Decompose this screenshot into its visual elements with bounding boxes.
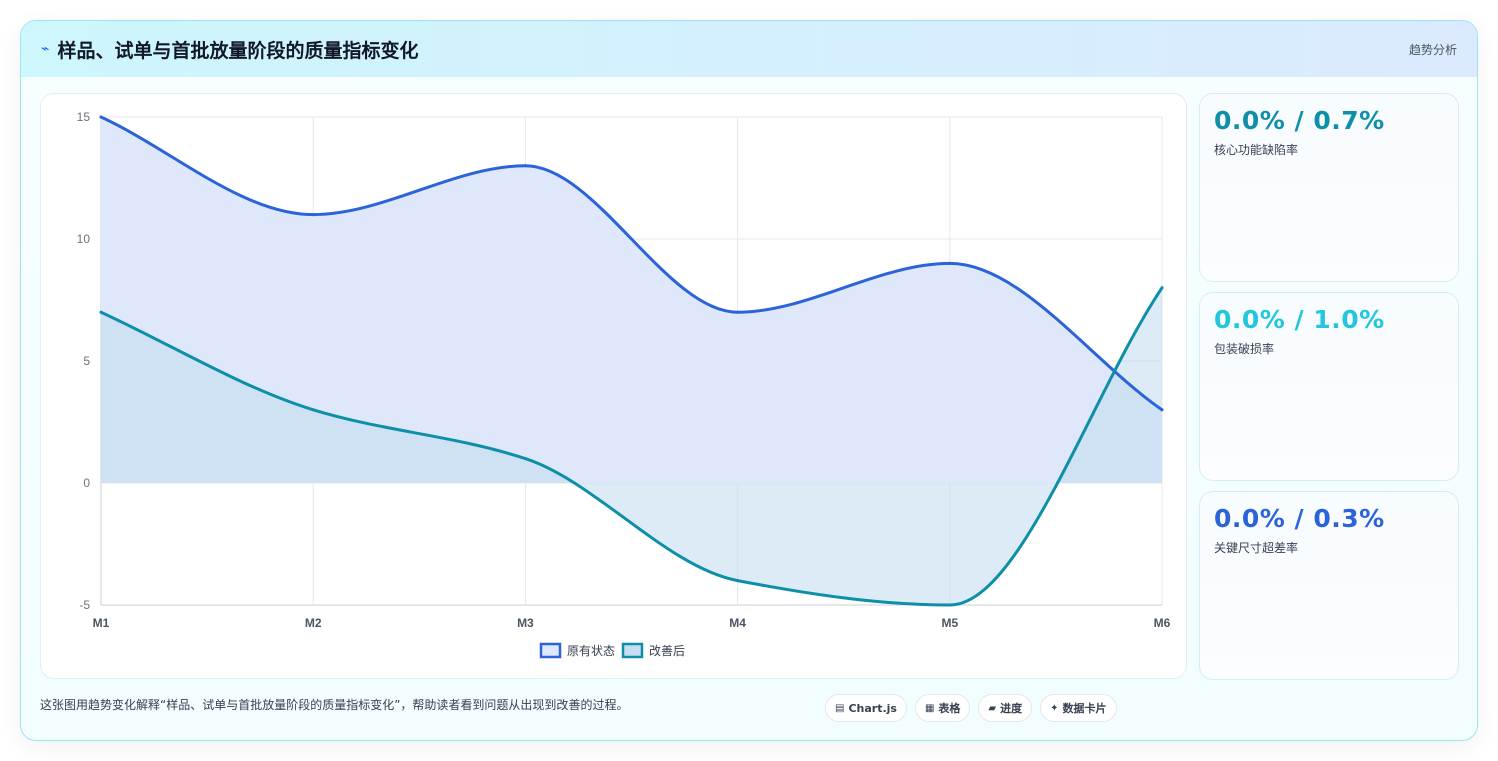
x-tick-label: M2 [305,616,322,630]
area-chart: -5 0 5 10 15 M1 M2 M3 M4 M5 M6 原有状态 改善后 [77,110,1171,659]
kpi-label: 核心功能缺陷率 [1214,143,1299,157]
table-icon: ▦ [924,702,935,714]
data-point [1160,286,1164,290]
x-tick-label: M3 [517,616,534,630]
data-point [99,115,103,119]
x-tick-label: M5 [941,616,958,630]
legend-label: 改善后 [649,643,685,658]
y-tick-label: -5 [79,598,90,612]
chip-table[interactable]: ▦ 表格 [914,694,971,722]
chart-description: 这张图用趋势变化解释“样品、试单与首批放量阶段的质量指标变化”，帮助读者看到问题… [40,698,629,712]
kpi-card-package-damage: 0.0% / 1.0% 包装破损率 [1199,292,1459,481]
data-point [1160,408,1164,412]
chip-data-card[interactable]: ✦ 数据卡片 [1040,694,1117,722]
kpi-label: 关键尺寸超差率 [1214,541,1299,555]
kpi-value: 0.0% / 0.3% [1214,504,1385,533]
kpi-value: 0.0% / 1.0% [1214,305,1385,334]
sparkle-icon: ✦ [1050,702,1059,714]
data-point [523,457,527,461]
card-title: 样品、试单与首批放量阶段的质量指标变化 [57,39,419,62]
legend-swatch [621,642,644,659]
chip-label: 数据卡片 [1062,702,1107,715]
chip-progress[interactable]: ▰ 进度 [978,694,1033,722]
chip-label: Chart.js [848,701,897,715]
legend-label: 原有状态 [567,644,615,658]
chip-chartjs[interactable]: ▤ Chart.js [825,694,907,722]
legend-swatch [539,642,562,659]
series-line-1 [99,115,1164,412]
data-point [311,213,315,217]
x-tick-label: M1 [93,616,110,630]
data-point [99,310,103,314]
chip-label: 进度 [1000,702,1023,715]
data-point [736,310,740,314]
y-tick-label: 0 [83,476,90,490]
x-tick-label: M6 [1154,616,1171,630]
y-tick-label: 10 [77,232,91,246]
kpi-value: 0.0% / 0.7% [1214,106,1385,135]
chart-panel: -5 0 5 10 15 M1 M2 M3 M4 M5 M6 原有状态 改善后 [40,93,1187,679]
chart-icon: ▤ [835,702,845,714]
series-line-2 [99,286,1164,607]
series-area-2 [101,287,1162,605]
card-header: ⌁ 样品、试单与首批放量阶段的质量指标变化 趋势分析 [21,21,1477,77]
kpi-label: 包装破损率 [1214,342,1275,356]
data-point [311,408,315,412]
x-tick-label: M4 [729,616,746,630]
kpi-card-core-defect: 0.0% / 0.7% 核心功能缺陷率 [1199,93,1459,282]
title-wrap: ⌁ 样品、试单与首批放量阶段的质量指标变化 [41,36,418,63]
tech-chips: ▤ Chart.js ▦ 表格 ▰ 进度 ✦ 数据卡片 [825,694,1117,722]
progress-icon: ▰ [988,702,997,714]
trend-tag: 趋势分析 [1408,42,1457,57]
y-tick-label: 15 [77,110,91,124]
y-tick-label: 5 [83,354,90,368]
data-point [948,603,952,607]
data-point [736,579,740,583]
data-point [523,164,527,168]
chip-label: 表格 [938,702,961,715]
line-chart-icon: ⌁ [41,41,50,57]
main-card: ⌁ 样品、试单与首批放量阶段的质量指标变化 趋势分析 -5 0 5 10 15 M1 M2 M… [20,20,1478,741]
kpi-card-dimension-out: 0.0% / 0.3% 关键尺寸超差率 [1199,491,1459,680]
data-point [948,261,952,265]
